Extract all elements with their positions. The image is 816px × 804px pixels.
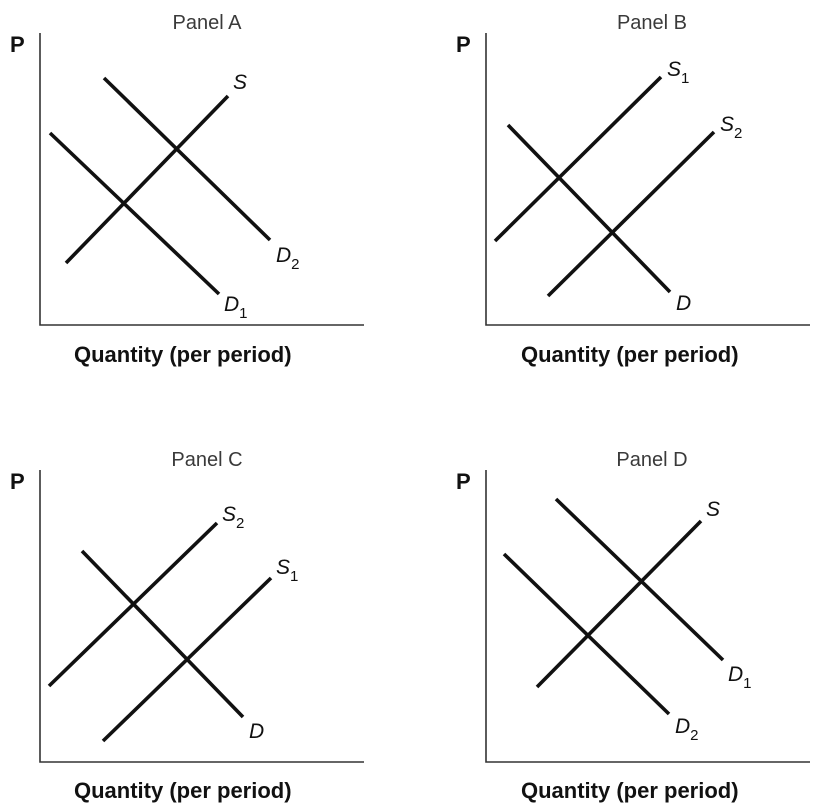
- panel-c-axes: [39, 470, 364, 763]
- panel-b-supply-curve-s2: [546, 130, 716, 298]
- panel-a-demand-curve-d2: [102, 76, 272, 242]
- panel-b-label-s2-letter: S: [720, 113, 734, 136]
- panel-a-label-s-letter: S: [233, 71, 247, 94]
- panel-a-label-d1: D1: [224, 293, 248, 322]
- panel-b-title: Panel B: [617, 12, 687, 34]
- panel-c-label-s1: S1: [276, 556, 298, 585]
- panel-d-label-d1: D1: [728, 663, 752, 692]
- panel-d-label-s: S: [706, 498, 720, 521]
- panel-d-label-s-letter: S: [706, 498, 720, 521]
- panel-d-supply-curve: [535, 519, 703, 689]
- panel-b-y-axis-label: P: [456, 32, 471, 57]
- panel-c-y-axis-label: P: [10, 469, 25, 494]
- panel-d-label-d1-sub: 1: [743, 675, 751, 692]
- panel-b-label-d-letter: D: [676, 292, 691, 315]
- panel-c-label-d-letter: D: [249, 720, 264, 743]
- panel-b-x-axis-label: Quantity (per period): [521, 342, 739, 367]
- panel-b-label-s1: S1: [667, 58, 689, 87]
- panel-c-label-s2-letter: S: [222, 503, 236, 526]
- panel-a-label-d1-sub: 1: [239, 305, 247, 322]
- panel-a-label-d2: D2: [276, 244, 300, 273]
- panel-b-axes: [485, 33, 810, 326]
- panel-a-demand-curve-d1: [48, 131, 221, 296]
- panel-c-label-s1-letter: S: [276, 556, 290, 579]
- panel-a-y-axis-label: P: [10, 32, 25, 57]
- panel-d-title: Panel D: [616, 449, 687, 471]
- panel-d-label-d2-sub: 2: [690, 727, 698, 744]
- panel-b-supply-curve-s1: [493, 75, 663, 243]
- panel-a-label-d2-sub: 2: [291, 256, 299, 273]
- panel-b-demand-curve: [506, 123, 672, 294]
- panel-c: Panel C P Quantity (per period) S2 S1 D: [10, 449, 364, 803]
- panel-d-label-d1-letter: D: [728, 663, 743, 686]
- panel-a-x-axis-label: Quantity (per period): [74, 342, 292, 367]
- panel-a-label-d2-letter: D: [276, 244, 291, 267]
- panel-c-label-s2-sub: 2: [236, 515, 244, 532]
- panel-b-label-d: D: [676, 292, 691, 315]
- panel-d-axes: [485, 470, 810, 763]
- panel-b-label-s1-letter: S: [667, 58, 681, 81]
- panel-b-label-s2-sub: 2: [734, 125, 742, 142]
- panel-a: Panel A P Quantity (per period) S D1 D2: [10, 12, 364, 367]
- panel-a-title: Panel A: [173, 12, 243, 34]
- panel-c-label-s2: S2: [222, 503, 244, 532]
- panel-d-label-d2: D2: [675, 715, 699, 744]
- panel-c-x-axis-label: Quantity (per period): [74, 778, 292, 803]
- panel-c-label-d: D: [249, 720, 264, 743]
- panel-b: Panel B P Quantity (per period) S1 S2 D: [456, 12, 810, 367]
- panel-d: Panel D P Quantity (per period) S D1 D2: [456, 449, 810, 803]
- panel-b-label-s2: S2: [720, 113, 742, 142]
- panel-c-label-s1-sub: 1: [290, 568, 298, 585]
- panel-d-x-axis-label: Quantity (per period): [521, 778, 739, 803]
- panel-d-demand-curve-d1: [554, 497, 725, 662]
- panel-c-title: Panel C: [171, 449, 242, 471]
- panel-c-demand-curve: [80, 549, 245, 719]
- panel-a-supply-curve: [64, 94, 230, 265]
- panel-d-label-d2-letter: D: [675, 715, 690, 738]
- panel-b-label-s1-sub: 1: [681, 70, 689, 87]
- panel-d-y-axis-label: P: [456, 469, 471, 494]
- panel-a-label-s: S: [233, 71, 247, 94]
- panel-a-label-d1-letter: D: [224, 293, 239, 316]
- panel-d-demand-curve-d2: [502, 552, 671, 716]
- panel-a-axes: [39, 33, 364, 326]
